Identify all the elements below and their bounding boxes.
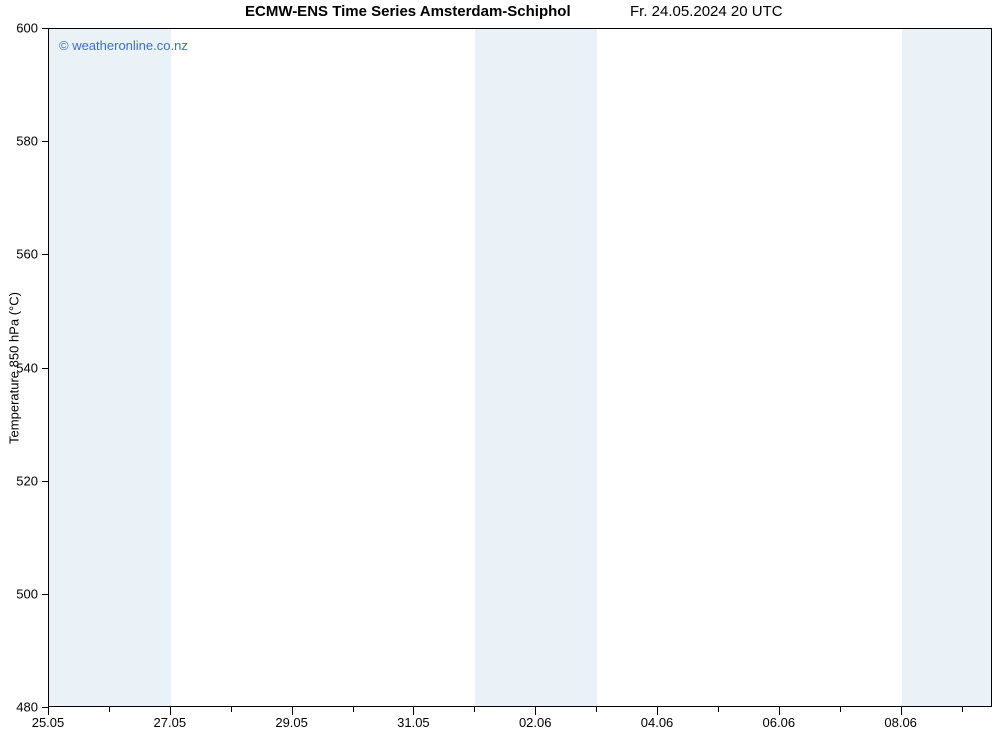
y-tick-mark: [42, 594, 48, 595]
weekend-band: [475, 29, 597, 706]
x-tick-label: 25.05: [32, 715, 65, 730]
x-tick-label: 27.05: [154, 715, 187, 730]
x-major-tick-mark: [413, 707, 414, 715]
y-tick-mark: [42, 368, 48, 369]
x-major-tick-mark: [48, 707, 49, 715]
watermark-text: © weatheronline.co.nz: [59, 38, 188, 53]
y-tick-label: 560: [16, 247, 38, 262]
x-tick-label: 06.06: [763, 715, 796, 730]
x-minor-tick-mark: [109, 707, 110, 712]
y-tick-label: 480: [16, 700, 38, 715]
y-tick-mark: [42, 141, 48, 142]
x-tick-label: 08.06: [884, 715, 917, 730]
x-tick-label: 29.05: [275, 715, 308, 730]
x-major-tick-mark: [535, 707, 536, 715]
weekend-band: [49, 29, 171, 706]
chart-container: ECMW-ENS Time Series Amsterdam-Schiphol …: [0, 0, 1000, 733]
x-minor-tick-mark: [231, 707, 232, 712]
x-minor-tick-mark: [840, 707, 841, 712]
plot-area: © weatheronline.co.nz: [48, 28, 992, 707]
x-tick-label: 31.05: [397, 715, 430, 730]
x-major-tick-mark: [657, 707, 658, 715]
y-tick-label: 520: [16, 473, 38, 488]
x-major-tick-mark: [779, 707, 780, 715]
x-minor-tick-mark: [596, 707, 597, 712]
x-minor-tick-mark: [962, 707, 963, 712]
x-major-tick-mark: [292, 707, 293, 715]
y-tick-label: 500: [16, 586, 38, 601]
y-tick-mark: [42, 28, 48, 29]
x-minor-tick-mark: [353, 707, 354, 712]
x-major-tick-mark: [901, 707, 902, 715]
y-tick-mark: [42, 254, 48, 255]
y-tick-label: 540: [16, 360, 38, 375]
x-tick-label: 02.06: [519, 715, 552, 730]
x-tick-label: 04.06: [641, 715, 674, 730]
weekend-band: [902, 29, 992, 706]
y-tick-label: 580: [16, 134, 38, 149]
y-tick-mark: [42, 481, 48, 482]
x-major-tick-mark: [170, 707, 171, 715]
x-minor-tick-mark: [718, 707, 719, 712]
chart-title: ECMW-ENS Time Series Amsterdam-Schiphol: [245, 3, 571, 20]
y-tick-label: 600: [16, 21, 38, 36]
x-minor-tick-mark: [474, 707, 475, 712]
chart-date: Fr. 24.05.2024 20 UTC: [630, 3, 783, 20]
